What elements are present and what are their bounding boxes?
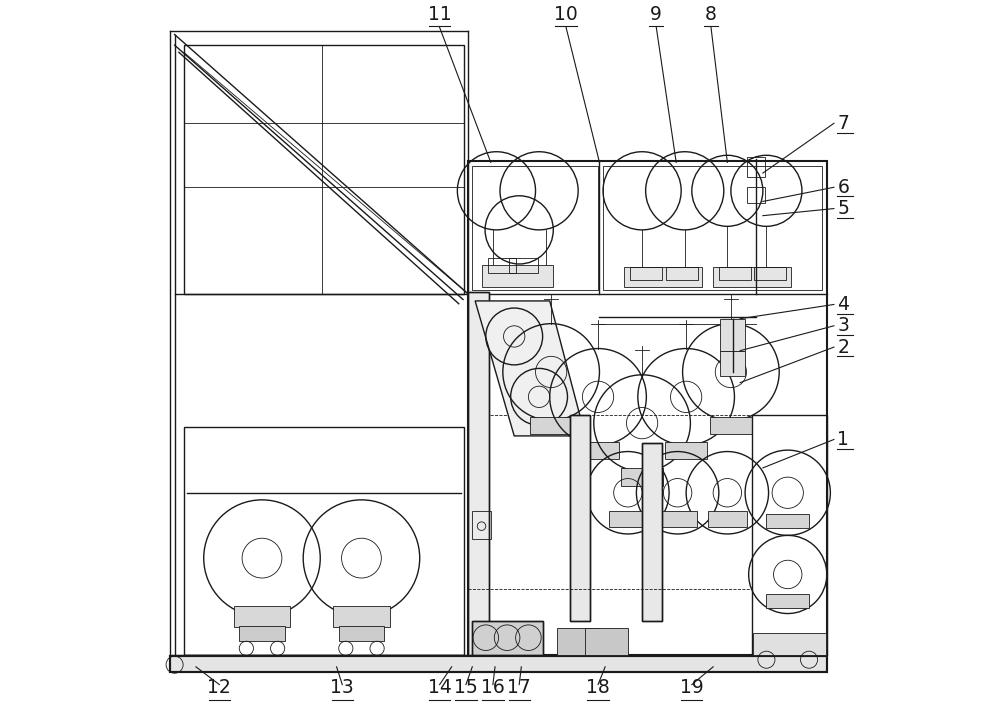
Text: 16: 16 bbox=[481, 678, 505, 697]
Bar bbox=[570, 414, 590, 620]
Text: 5: 5 bbox=[837, 199, 849, 218]
Bar bbox=[666, 267, 698, 279]
Bar bbox=[710, 416, 752, 434]
Text: 14: 14 bbox=[428, 678, 452, 697]
Text: 10: 10 bbox=[554, 5, 578, 24]
Bar bbox=[468, 292, 489, 655]
Bar bbox=[472, 620, 543, 655]
Bar bbox=[719, 267, 751, 279]
Bar bbox=[530, 416, 572, 434]
Text: 4: 4 bbox=[837, 295, 849, 314]
Bar bbox=[609, 511, 647, 527]
Bar bbox=[720, 319, 745, 351]
Bar bbox=[472, 511, 491, 539]
Text: 7: 7 bbox=[837, 114, 849, 133]
Bar bbox=[766, 514, 809, 528]
Text: 1: 1 bbox=[837, 430, 849, 449]
Bar bbox=[752, 414, 827, 655]
Text: 19: 19 bbox=[680, 678, 704, 697]
Bar bbox=[472, 166, 598, 290]
Bar bbox=[766, 594, 809, 608]
Bar bbox=[557, 627, 599, 655]
Bar bbox=[509, 258, 538, 272]
Bar bbox=[747, 188, 765, 203]
Bar bbox=[603, 166, 822, 290]
Text: 6: 6 bbox=[837, 178, 849, 197]
Bar bbox=[658, 511, 697, 527]
Bar bbox=[184, 427, 464, 655]
Bar bbox=[642, 443, 662, 620]
Text: 15: 15 bbox=[454, 678, 478, 697]
Bar bbox=[585, 627, 628, 655]
Bar bbox=[468, 161, 827, 655]
Bar bbox=[468, 292, 489, 655]
Bar bbox=[339, 625, 384, 641]
Text: 13: 13 bbox=[330, 678, 354, 697]
Bar bbox=[753, 633, 826, 655]
Bar bbox=[577, 441, 619, 459]
Bar bbox=[747, 157, 765, 177]
Bar bbox=[754, 267, 786, 279]
Bar bbox=[170, 656, 827, 672]
Bar bbox=[472, 620, 543, 655]
Bar bbox=[720, 351, 745, 376]
Bar bbox=[708, 511, 747, 527]
Bar bbox=[234, 606, 290, 627]
Bar bbox=[184, 45, 464, 294]
Bar bbox=[630, 267, 662, 279]
Bar bbox=[170, 656, 827, 672]
Bar bbox=[665, 441, 707, 459]
Bar bbox=[624, 267, 702, 287]
Bar bbox=[713, 267, 791, 287]
Text: 12: 12 bbox=[207, 678, 231, 697]
Bar bbox=[482, 265, 553, 287]
Bar bbox=[239, 625, 285, 641]
Bar bbox=[570, 414, 590, 620]
Text: 17: 17 bbox=[507, 678, 531, 697]
Bar bbox=[621, 468, 663, 486]
Text: 9: 9 bbox=[650, 5, 662, 24]
Bar bbox=[488, 258, 516, 272]
Text: 8: 8 bbox=[705, 5, 717, 24]
Polygon shape bbox=[475, 301, 585, 436]
Text: 3: 3 bbox=[837, 317, 849, 335]
Text: 2: 2 bbox=[837, 338, 849, 356]
Bar bbox=[333, 606, 390, 627]
Bar bbox=[642, 443, 662, 620]
Text: 11: 11 bbox=[428, 5, 451, 24]
Text: 18: 18 bbox=[586, 678, 610, 697]
